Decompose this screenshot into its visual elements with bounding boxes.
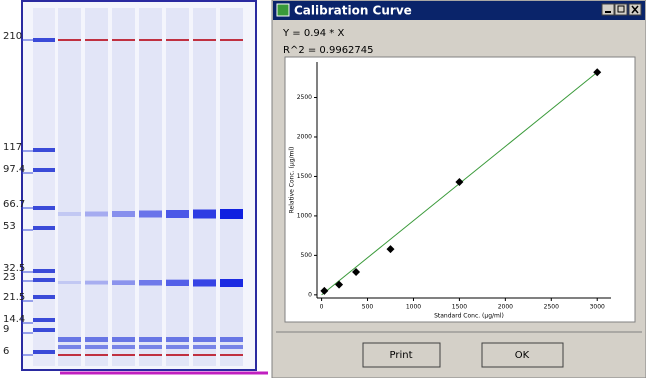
window-title: Calibration Curve xyxy=(294,4,412,18)
red-band xyxy=(85,39,108,41)
window-controls[interactable] xyxy=(602,4,641,15)
marker-label: 117 xyxy=(3,142,22,153)
red-band xyxy=(193,354,216,356)
marker-band xyxy=(33,318,55,322)
sample-band xyxy=(58,337,81,342)
red-band xyxy=(112,354,135,356)
red-band xyxy=(220,39,243,41)
marker-label: 23 xyxy=(3,272,16,283)
marker-band xyxy=(33,350,55,354)
red-band xyxy=(166,39,189,41)
sample-band xyxy=(166,210,189,218)
red-band xyxy=(139,39,162,41)
sample-band xyxy=(139,337,162,342)
sample-lane xyxy=(220,8,243,366)
sample-band xyxy=(193,337,216,342)
x-tick-label: 2000 xyxy=(498,304,513,311)
red-band xyxy=(58,39,81,41)
sample-band xyxy=(112,211,135,217)
sample-band xyxy=(58,212,81,216)
y-tick-label: 1500 xyxy=(297,173,312,180)
marker-band xyxy=(33,328,55,332)
x-tick-label: 3000 xyxy=(590,304,605,311)
sample-band xyxy=(193,210,216,219)
y-tick-label: 500 xyxy=(301,252,313,259)
window-icon xyxy=(277,4,289,16)
y-tick-label: 2000 xyxy=(297,133,312,140)
sample-lane xyxy=(112,8,135,366)
sample-band xyxy=(85,337,108,342)
marker-label: 53 xyxy=(3,221,16,232)
marker-band xyxy=(33,269,55,273)
sample-band xyxy=(220,279,243,287)
minimize-button[interactable] xyxy=(602,4,614,15)
marker-lane xyxy=(33,8,55,366)
y-tick-label: 0 xyxy=(308,291,312,298)
sample-band xyxy=(193,345,216,349)
red-band xyxy=(193,39,216,41)
red-band xyxy=(112,39,135,41)
sample-band xyxy=(139,345,162,349)
sample-band xyxy=(220,337,243,342)
sample-band xyxy=(58,281,81,284)
sample-lane xyxy=(166,8,189,366)
red-band xyxy=(166,354,189,356)
sample-band xyxy=(139,280,162,286)
marker-label: 210 xyxy=(3,31,22,42)
marker-band xyxy=(33,168,55,172)
marker-label: 21.5 xyxy=(3,292,25,303)
sample-band xyxy=(112,345,135,349)
sample-band xyxy=(112,337,135,342)
x-tick-label: 1000 xyxy=(406,304,421,311)
x-tick-label: 1500 xyxy=(452,304,467,311)
sample-lane xyxy=(85,8,108,366)
red-band xyxy=(58,354,81,356)
sample-band xyxy=(193,279,216,286)
ok-label: OK xyxy=(515,350,530,361)
marker-label: 66.7 xyxy=(3,199,25,210)
r-squared: R^2 = 0.9962745 xyxy=(283,45,374,56)
marker-band xyxy=(33,38,55,42)
sample-band xyxy=(85,281,108,285)
marker-band xyxy=(33,148,55,152)
sample-lane xyxy=(58,8,81,366)
x-tick-label: 500 xyxy=(362,304,374,311)
marker-band xyxy=(33,206,55,210)
equation: Y = 0.94 * X xyxy=(282,28,344,39)
marker-label: 9 xyxy=(3,324,9,335)
y-tick-label: 2500 xyxy=(297,94,312,101)
screen: 21011797.466.75332.52321.514.496 Calibra… xyxy=(0,0,646,378)
sample-band xyxy=(166,345,189,349)
red-band xyxy=(139,354,162,356)
sample-band xyxy=(85,345,108,349)
red-band xyxy=(220,354,243,356)
marker-band xyxy=(33,278,55,282)
sample-band xyxy=(139,211,162,218)
sample-band xyxy=(220,345,243,349)
x-axis-label: Standard Conc. (µg/ml) xyxy=(434,313,504,320)
red-band xyxy=(85,354,108,356)
sample-lane xyxy=(139,8,162,366)
x-tick-label: 2500 xyxy=(544,304,559,311)
marker-band xyxy=(33,295,55,299)
sample-band xyxy=(166,337,189,342)
sample-lane xyxy=(193,8,216,366)
marker-label: 6 xyxy=(3,346,9,357)
sample-band xyxy=(166,280,189,286)
marker-band xyxy=(33,226,55,230)
marker-label: 97.4 xyxy=(3,164,25,175)
print-label: Print xyxy=(389,350,412,361)
sample-band xyxy=(220,209,243,219)
sample-band xyxy=(85,212,108,217)
sample-band xyxy=(58,345,81,349)
y-axis-label: Relative Conc. (µg/ml) xyxy=(289,147,296,214)
x-tick-label: 0 xyxy=(320,304,324,311)
y-tick-label: 1000 xyxy=(297,212,312,219)
sample-band xyxy=(112,280,135,285)
